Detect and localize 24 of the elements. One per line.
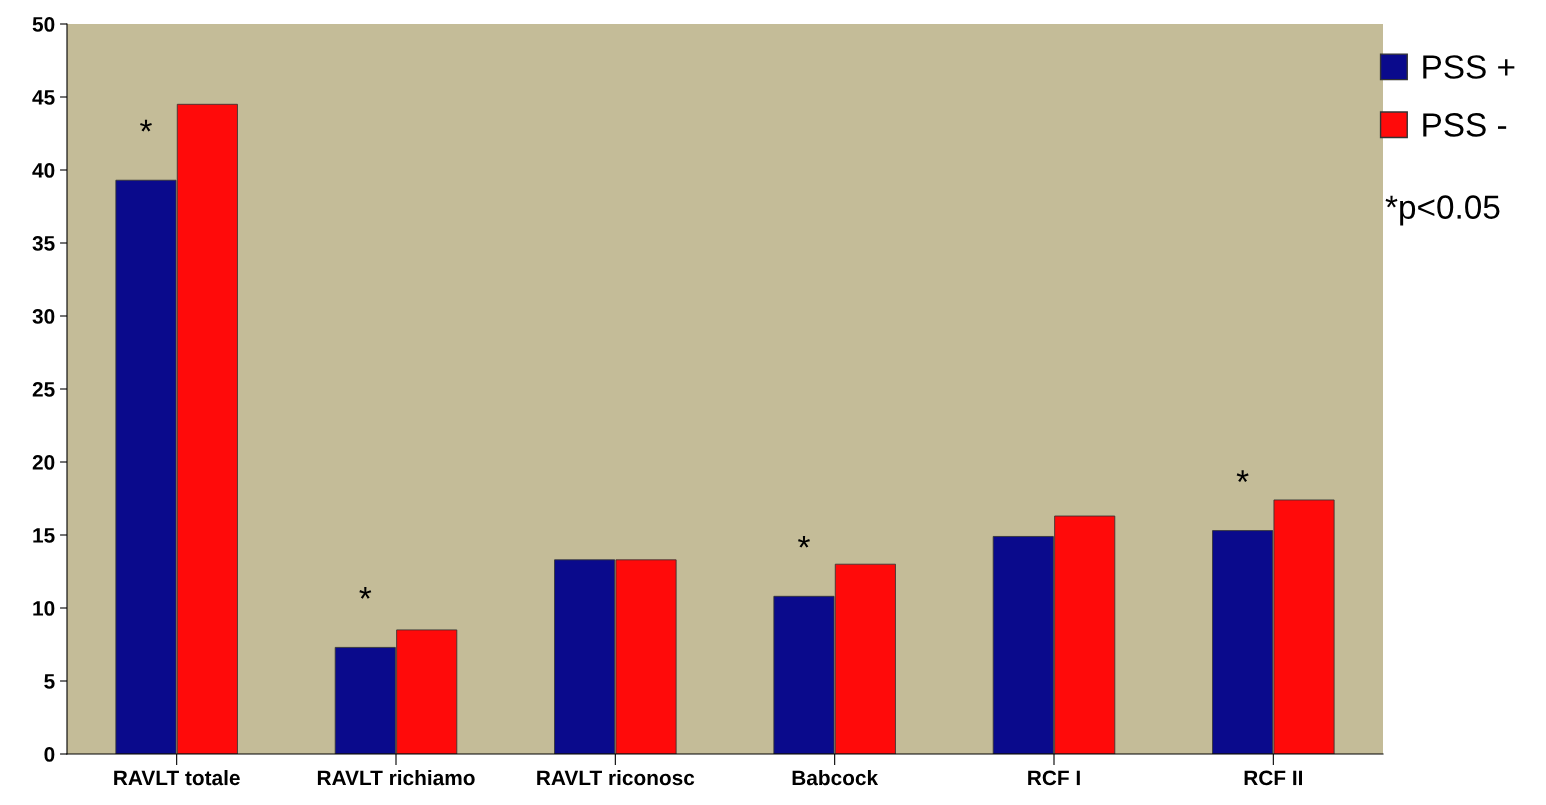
- y-tick-label: 45: [32, 90, 55, 105]
- annotation: *: [359, 587, 372, 599]
- annotation: *: [1236, 470, 1249, 482]
- x-tick-label: RAVLT totale: [114, 769, 240, 786]
- y-tick-label: 15: [33, 528, 55, 543]
- annotation: *: [798, 535, 810, 548]
- y-tick-label: 5: [44, 674, 55, 689]
- y-tick-label: 25: [32, 382, 55, 397]
- text: *p<0.05: [1385, 195, 1500, 226]
- x-tick-label: RAVLT richiamo: [317, 769, 475, 786]
- x-tick-label: RCF I: [1028, 770, 1080, 786]
- legend-label: PSS +: [1423, 55, 1515, 79]
- x-tick-label: RAVLT riconosc: [537, 769, 695, 786]
- y-tick-label: 50: [32, 17, 55, 32]
- y-tick-label: 35: [32, 236, 55, 251]
- annotation: *: [140, 119, 152, 132]
- y-tick-label: 20: [32, 455, 55, 470]
- y-tick-label: 30: [32, 309, 55, 324]
- legend-label: PSS -: [1423, 113, 1507, 137]
- y-tick-label: 0: [44, 747, 55, 762]
- x-tick-label: RCF II: [1244, 770, 1303, 786]
- y-tick-label: 10: [33, 601, 55, 616]
- x-tick-label: Babcock: [792, 769, 879, 786]
- y-tick-label: 40: [32, 163, 55, 178]
